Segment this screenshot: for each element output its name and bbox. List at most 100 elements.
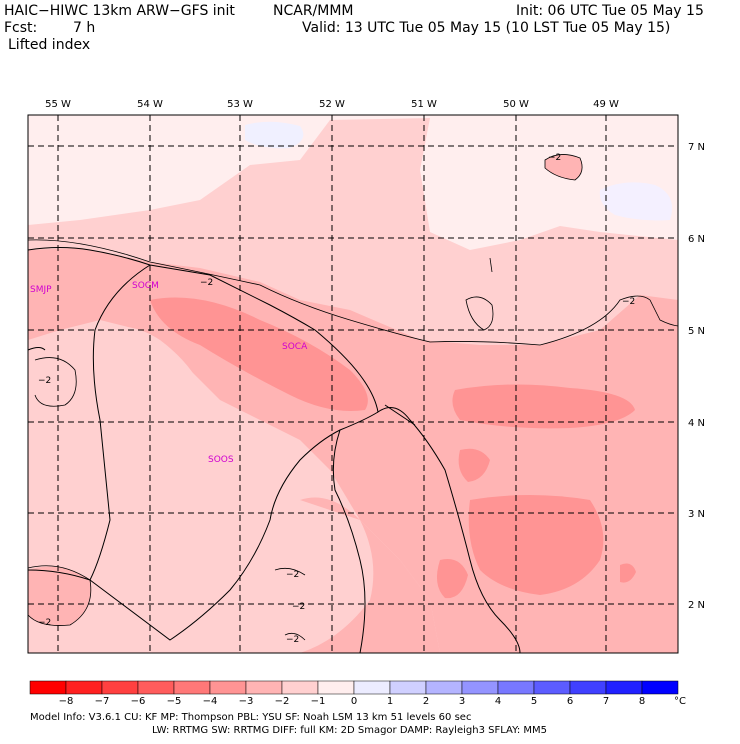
shade-positive-north: [245, 121, 304, 149]
colorbar-tick-label: 7: [603, 696, 609, 707]
contour-label-sw: −2: [38, 618, 51, 628]
station-labels: SMJP SOCM SOCA SOOS: [30, 281, 308, 465]
shade-cell-ne: [545, 154, 583, 180]
model-title: HAIC−HIWC 13km ARW−GFS init: [4, 3, 235, 19]
shade-minus2-sw: [28, 566, 91, 626]
colorbar-swatch: [425, 680, 463, 695]
colorbar-tick-label: 2: [423, 696, 429, 707]
colorbar-ticks: −8 −7 −6 −5 −4 −3 −2 −1 0 1 2 3 4 5 6 7 8: [59, 696, 646, 707]
contour-label-s1: −2: [286, 570, 299, 580]
station-smjp: SMJP: [30, 285, 52, 295]
lat-label-5: 5 N: [688, 326, 705, 337]
lifted-index-field: [28, 115, 678, 653]
valid-time: Valid: 13 UTC Tue 05 May 15 (10 LST Tue …: [302, 20, 671, 36]
colorbar-swatch: [353, 680, 391, 695]
colorbar-swatch: [461, 680, 499, 695]
lat-label-3: 3 N: [688, 509, 705, 520]
forecast-label: Fcst:: [4, 20, 38, 36]
shade-minus3-cell: [436, 559, 468, 599]
contour-ne: [544, 154, 583, 181]
colorbar-tick-label: 8: [639, 696, 645, 707]
lon-label-50: 50 W: [503, 99, 529, 110]
colorbar-tick-label: −6: [131, 696, 146, 707]
colorbar-swatch: [29, 680, 67, 695]
colorbar-tick-label: 4: [495, 696, 501, 707]
colorbar-tick-label: 1: [387, 696, 393, 707]
shade-minus3-east: [452, 384, 635, 429]
colorbar-swatch: [137, 680, 175, 695]
shade-minus1-interior: [97, 326, 271, 642]
colorbar-tick-label: −7: [95, 696, 110, 707]
border-west: [27, 347, 46, 351]
colorbar-swatch: [497, 680, 535, 695]
colorbar-swatch: [245, 680, 283, 695]
colorbar-swatch: [101, 680, 139, 695]
lon-labels: 55 W 54 W 53 W 52 W 51 W 50 W 49 W: [45, 99, 619, 110]
shade-minus1-west: [28, 346, 74, 407]
contour-south2: [284, 632, 306, 641]
colorbar-tick-label: 0: [351, 696, 357, 707]
contour-label-s2: −2: [292, 602, 305, 612]
forecast-hour: 7 h: [73, 20, 96, 36]
colorbar-tick-label: −5: [167, 696, 182, 707]
colorbar-tick-label: −2: [275, 696, 290, 707]
contour-label-ne: −2: [548, 153, 561, 163]
contour-sw: [27, 565, 92, 626]
contour-label-s3: −2: [286, 635, 299, 645]
contour-tiny: [489, 257, 493, 273]
station-soca: SOCA: [282, 342, 308, 352]
contour-label-west: −2: [38, 376, 51, 386]
colorbar-swatch: [281, 680, 319, 695]
station-soos: SOOS: [208, 455, 234, 465]
contour-main: [27, 239, 679, 346]
colorbar-tick-label: −1: [311, 696, 326, 707]
colorbar-swatch: [209, 680, 247, 695]
colorbar-tick-label: 3: [459, 696, 465, 707]
station-socm: SOCM: [132, 281, 159, 291]
lon-label-55: 55 W: [45, 99, 71, 110]
colorbar-tick-label: −8: [59, 696, 74, 707]
contour-small: [465, 296, 494, 331]
colorbar-tick-label: 5: [531, 696, 537, 707]
lon-label-51: 51 W: [411, 99, 437, 110]
lat-label-7: 7 N: [688, 142, 705, 153]
colorbar-swatch: [173, 680, 211, 695]
contour-value-labels: −2 −2 −2 −2 −2 −2 −2 −2: [38, 153, 635, 645]
colorbar-tick-label: 6: [567, 696, 573, 707]
colorbar-swatch: [569, 680, 607, 695]
coast-detail: [384, 404, 416, 426]
graticule: [28, 115, 678, 653]
colorbar: [29, 680, 679, 695]
contour-label-east: −2: [622, 297, 635, 307]
init-time: Init: 06 UTC Tue 05 May 15: [516, 3, 704, 19]
colorbar-tick-label: −3: [239, 696, 254, 707]
colorbar-unit: °C: [674, 696, 686, 707]
field-name: Lifted index: [8, 37, 91, 53]
colorbar-swatch: [389, 680, 427, 695]
contour-south1: [274, 567, 306, 576]
shade-positive-east: [599, 182, 673, 221]
lat-label-6: 6 N: [688, 234, 705, 245]
colorbar-swatch: [317, 680, 355, 695]
shade-minus1-river: [273, 506, 325, 640]
colorbar-swatch: [65, 680, 103, 695]
shade-minus3-south: [468, 495, 604, 595]
contour-label-north: −2: [200, 278, 213, 288]
shade-minus3-cell3: [620, 563, 636, 583]
shade-minus3-coast: [150, 297, 368, 411]
map-frame: [27, 114, 679, 654]
lat-label-2: 2 N: [688, 600, 705, 611]
colorbar-swatch: [533, 680, 571, 695]
colorbar-tick-label: −4: [203, 696, 218, 707]
lon-label-53: 53 W: [227, 99, 253, 110]
colorbar-swatch: [605, 680, 643, 695]
lon-label-49: 49 W: [593, 99, 619, 110]
footer-model-info: Model Info: V3.6.1 CU: KF MP: Thompson P…: [30, 712, 472, 723]
shade-minus3-cell2: [458, 448, 490, 482]
shade-minus2-south: [300, 497, 440, 653]
org-label: NCAR/MMM: [273, 3, 354, 19]
border-fg-brazil: [332, 429, 366, 654]
lat-labels: 7 N 6 N 5 N 4 N 3 N 2 N: [688, 142, 705, 611]
